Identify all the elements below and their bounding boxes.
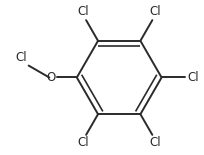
Text: Cl: Cl xyxy=(16,51,27,64)
Text: Cl: Cl xyxy=(149,5,161,18)
Text: Cl: Cl xyxy=(187,71,199,84)
Text: Cl: Cl xyxy=(149,136,161,149)
Text: Cl: Cl xyxy=(78,5,89,18)
Text: Cl: Cl xyxy=(78,136,89,149)
Text: O: O xyxy=(47,71,56,84)
